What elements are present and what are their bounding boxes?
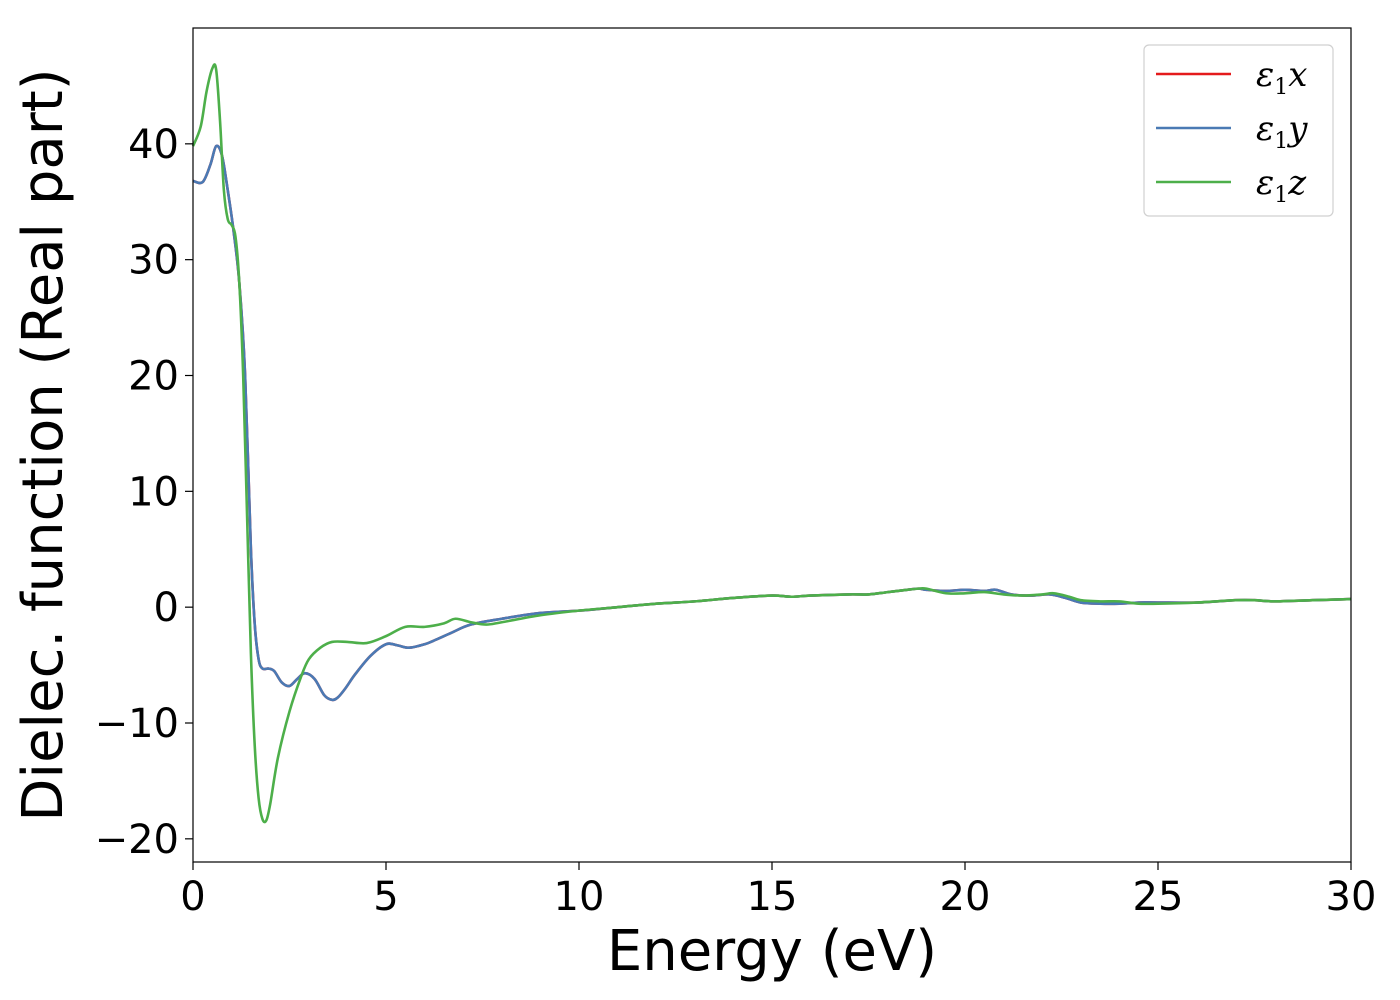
y-tick-label: 10 (128, 469, 179, 515)
legend-label-z: ε1z (1256, 163, 1307, 208)
y-tick-label: 0 (154, 585, 179, 631)
legend-box (1143, 44, 1334, 217)
legend-label-x: ε1x (1256, 55, 1307, 100)
y-tick-label: −10 (95, 701, 179, 747)
series-line-y (192, 144, 1352, 702)
series-layer (191, 63, 1352, 824)
legend: ε1x ε1y ε1z (1143, 44, 1334, 217)
x-tick-label: 0 (180, 874, 205, 920)
y-tick-label: 20 (128, 354, 179, 400)
y-axis-ticks: −20 −10 0 10 20 30 40 (95, 122, 193, 863)
x-tick-label: 15 (747, 874, 798, 920)
x-axis-ticks: 0 5 10 15 20 25 30 (180, 862, 1376, 920)
x-tick-label: 5 (373, 874, 398, 920)
x-tick-label: 25 (1133, 874, 1184, 920)
series-line-z (191, 63, 1352, 824)
x-tick-label: 30 (1326, 874, 1377, 920)
x-tick-label: 20 (940, 874, 991, 920)
legend-label-y: ε1y (1256, 109, 1308, 154)
y-tick-label: 30 (128, 238, 179, 284)
y-tick-label: 40 (128, 122, 179, 168)
y-axis-label: Dielec. function (Real part) (11, 68, 76, 821)
x-tick-label: 10 (554, 874, 605, 920)
x-axis-label: Energy (eV) (607, 919, 937, 984)
y-tick-label: −20 (95, 817, 179, 863)
